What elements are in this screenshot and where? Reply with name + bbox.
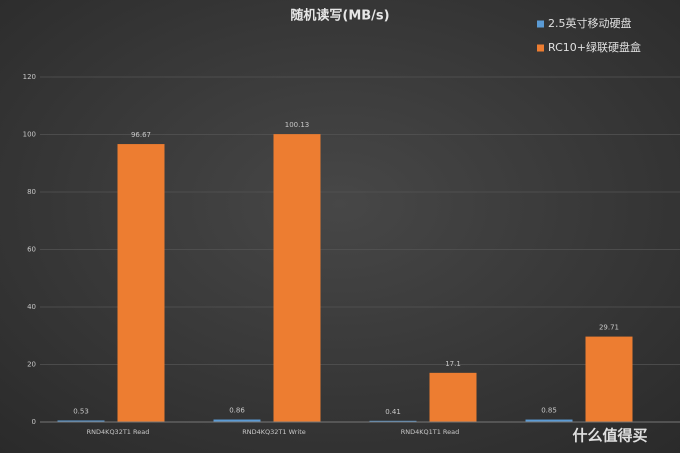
- bar: [525, 419, 573, 422]
- watermark: 什么值得买: [572, 427, 647, 445]
- value-label: 29.71: [599, 324, 619, 332]
- y-tick-label: 0: [32, 418, 36, 426]
- legend-swatch: [537, 44, 544, 52]
- y-tick-label: 60: [27, 246, 36, 254]
- bar: [429, 372, 477, 422]
- value-label: 100.13: [285, 121, 310, 129]
- y-tick-label: 120: [23, 73, 36, 81]
- value-label: 17.1: [445, 360, 461, 368]
- value-label: 0.53: [73, 407, 89, 415]
- x-tick-label: RND4KQ32T1 Read: [87, 428, 150, 436]
- y-tick-label: 80: [27, 188, 36, 196]
- y-tick-label: 20: [27, 361, 36, 369]
- x-tick-label: RND4KQ32T1 Write: [242, 428, 306, 436]
- legend-swatch: [537, 20, 544, 28]
- value-label: 0.85: [541, 407, 557, 415]
- bar: [273, 134, 321, 422]
- value-label: 0.41: [385, 408, 401, 416]
- value-label: 96.67: [131, 131, 151, 139]
- bar: [117, 144, 165, 423]
- y-tick-label: 40: [27, 303, 36, 311]
- bar: [57, 420, 105, 422]
- legend-label: RC10+绿联硬盘盒: [548, 40, 641, 54]
- value-label: 0.86: [229, 407, 245, 415]
- y-tick-label: 100: [23, 131, 36, 139]
- chart-title: 随机读写(MB/s): [290, 8, 389, 24]
- x-tick-label: RND4KQ1T1 Read: [401, 428, 460, 436]
- bar: [585, 336, 633, 422]
- bar: [213, 419, 261, 422]
- bar: [369, 420, 417, 422]
- legend-label: 2.5英寸移动硬盘: [548, 16, 632, 30]
